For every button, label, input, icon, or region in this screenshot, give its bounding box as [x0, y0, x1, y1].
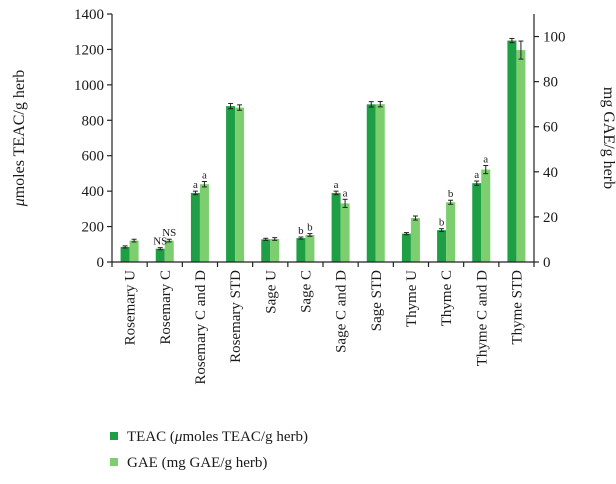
bar-teac [331, 192, 341, 262]
bar-gae [129, 240, 139, 262]
bar-teac [437, 230, 447, 262]
bar-teac [120, 246, 130, 262]
bar-teac [261, 239, 271, 262]
x-tick-label: Sage U [263, 270, 279, 314]
bar-gae [516, 50, 526, 263]
bar-teac [366, 104, 376, 262]
x-tick-label: Rosemary STD [228, 270, 244, 363]
legend-swatch [110, 458, 118, 466]
annotations-layer: NS a b a b a NS a b a b a [153, 154, 488, 248]
x-tick-label: Rosemary C and D [193, 270, 209, 385]
bar-teac [401, 233, 411, 262]
significance-label: b [448, 188, 454, 200]
error-bars-layer [122, 37, 524, 251]
x-tick-label: Thyme STD [509, 270, 525, 345]
significance-label: a [474, 169, 479, 181]
y-right-tick-label: 100 [543, 30, 566, 46]
x-tick-label: Sage C [298, 270, 314, 313]
legend-label-part: GAE (mg GAE/g herb) [127, 455, 267, 471]
bar-gae [375, 104, 385, 262]
legend-label-part: TEAC ( [127, 429, 175, 445]
y-left-tick-label: 600 [82, 149, 105, 165]
bar-teac [226, 106, 236, 262]
significance-label: a [483, 154, 488, 166]
bar-gae [270, 239, 280, 262]
significance-label: a [343, 187, 348, 199]
x-tick-label: Rosemary C [158, 270, 174, 345]
legend: TEAC (μmoles TEAC/g herb) GAE (mg GAE/g h… [110, 429, 308, 471]
significance-label: a [202, 170, 207, 182]
legend-swatch [110, 432, 118, 440]
significance-label: b [439, 217, 445, 229]
x-tick-label: Thyme C and D [474, 270, 490, 366]
y-right-tick-label: 80 [543, 75, 558, 91]
significance-label: b [307, 222, 313, 234]
x-tick-label: Sage C and D [334, 270, 350, 353]
x-tick-label: Rosemary U [123, 270, 139, 346]
mu-symbol: μ [174, 429, 183, 445]
significance-label: a [193, 179, 198, 191]
mu-symbol: μ [11, 198, 28, 207]
y-right-tick-label: 20 [543, 210, 558, 226]
y-axis-left-label: μmoles TEAC/g herb [11, 70, 28, 208]
bar-gae [481, 169, 491, 262]
y-left-tick-label: 1200 [74, 42, 104, 58]
legend-label: TEAC (μmoles TEAC/g herb) [127, 429, 308, 445]
bar-gae [340, 203, 350, 262]
significance-label: NS [162, 227, 176, 239]
axes-layer: 0 200 400 600 800 1000 1200 1400 0 20 40 60 80 100 Ros… [74, 7, 566, 385]
y-left-tick-label: 200 [82, 220, 105, 236]
bar-gae [410, 218, 420, 262]
y-right-tick-label: 0 [543, 255, 551, 271]
y-left-tick-label: 0 [97, 255, 105, 271]
legend-label: GAE (mg GAE/g herb) [127, 455, 267, 471]
bar-teac [507, 40, 517, 263]
y-left-tick-label: 1400 [74, 7, 104, 23]
bar-teac [190, 192, 200, 262]
x-tick-label: Thyme U [404, 270, 420, 327]
y-left-tick-label: 800 [82, 113, 105, 129]
bar-gae [305, 234, 315, 262]
significance-label: NS [153, 236, 167, 248]
y-axis-left-label-text: moles TEAC/g herb [11, 70, 28, 199]
bar-teac [155, 248, 165, 262]
x-tick-label: Thyme C [439, 270, 455, 326]
legend-label-part: moles TEAC/g herb) [182, 429, 308, 445]
bar-gae [235, 107, 245, 263]
axis-labels-layer: μmoles TEAC/g herb mg GAE/g herb [11, 70, 616, 208]
significance-label: a [334, 179, 339, 191]
bar-gae [164, 240, 174, 262]
y-right-tick-label: 40 [543, 165, 558, 181]
bar-gae [199, 184, 209, 262]
y-left-tick-label: 400 [82, 184, 105, 200]
bar-teac [472, 183, 482, 262]
bars-layer [120, 40, 526, 263]
y-left-tick-label: 1000 [74, 78, 104, 94]
y-right-tick-label: 60 [543, 120, 558, 136]
significance-label: b [298, 225, 304, 237]
bar-teac [296, 238, 306, 262]
bar-gae [446, 202, 456, 262]
y-axis-right-label: mg GAE/g herb [600, 87, 616, 189]
x-tick-label: Sage STD [369, 270, 385, 331]
